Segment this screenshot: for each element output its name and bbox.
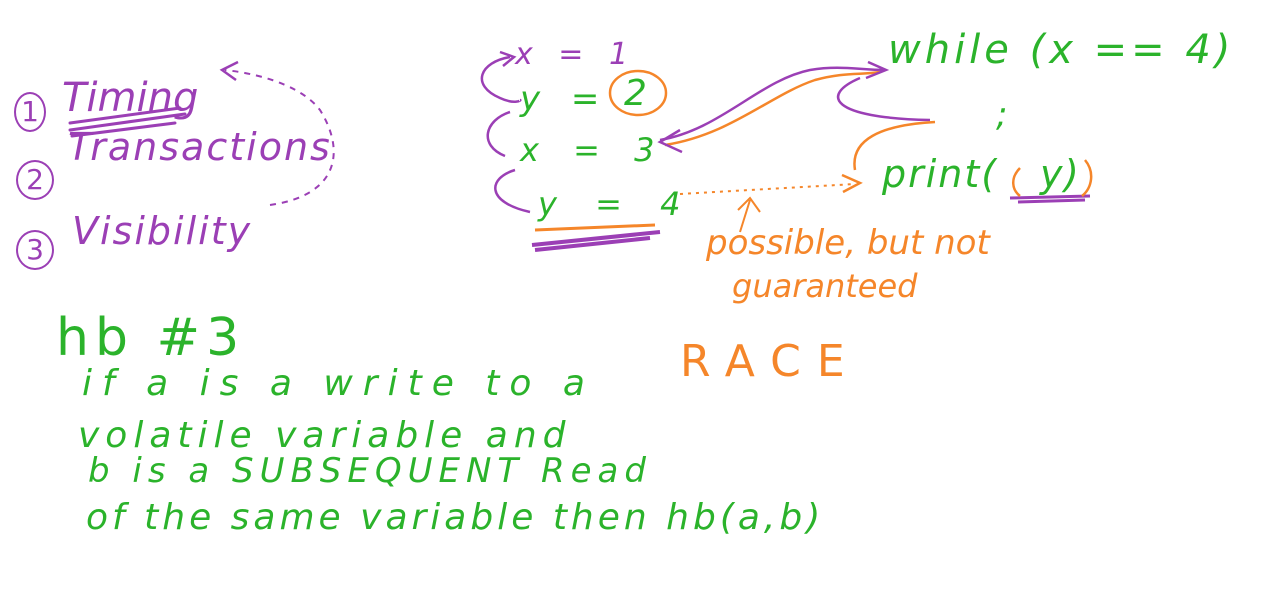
dotted-arrow-to-print <box>679 183 856 195</box>
note-line-2: guaranteed <box>732 267 918 305</box>
purple-swap-arrow <box>659 66 886 142</box>
list-item-3-number: 3 <box>16 230 54 270</box>
reorder-loop-3 <box>494 168 531 214</box>
arrowhead-while <box>865 60 890 80</box>
code-left-line-2-value: 2 <box>624 73 647 114</box>
code-right-print-prefix: print( <box>882 152 999 196</box>
code-left-line-1: x = 1 <box>515 37 637 72</box>
y4-underline-purple <box>531 230 661 252</box>
code-right-while: while (x == 4) <box>888 27 1235 73</box>
print-underline <box>1009 194 1091 204</box>
rule-line-3: b is a SUBSEQUENT Read <box>88 451 652 491</box>
orange-swap-arrow <box>664 70 881 147</box>
reorder-loop-2 <box>486 110 511 158</box>
purple-loop-back <box>837 76 931 122</box>
rule-line-4: of the same variable then hb(a,b) <box>86 497 825 538</box>
code-right-semicolon: ; <box>996 95 1008 135</box>
rule-line-2: volatile variable and <box>78 415 572 456</box>
y4-underline-orange <box>534 223 656 232</box>
list-item-2-text: Transactions <box>68 125 332 169</box>
list-item-1-number: 1 <box>14 92 46 132</box>
list-item-1-text: Timing <box>62 75 199 121</box>
code-left-line-4: y = 4 <box>538 185 695 223</box>
code-left-line-2-prefix: y = <box>520 79 610 119</box>
list-item-3-text: Visibility <box>72 209 253 253</box>
list-item-2-number: 2 <box>16 160 54 200</box>
code-left-line-3: x = 3 <box>520 131 667 169</box>
code-right-print-value: y <box>1040 152 1063 196</box>
note-line-1: possible, but not <box>706 223 990 263</box>
rule-heading: hb #3 <box>56 308 246 368</box>
arrowhead-print <box>841 173 863 194</box>
code-right-print-suffix: ) <box>1064 152 1079 196</box>
race-label: RACE <box>680 336 861 387</box>
loop-arrowhead <box>499 50 517 67</box>
rule-line-1: if a is a write to a <box>82 363 595 404</box>
arrowhead-timing <box>219 60 239 82</box>
